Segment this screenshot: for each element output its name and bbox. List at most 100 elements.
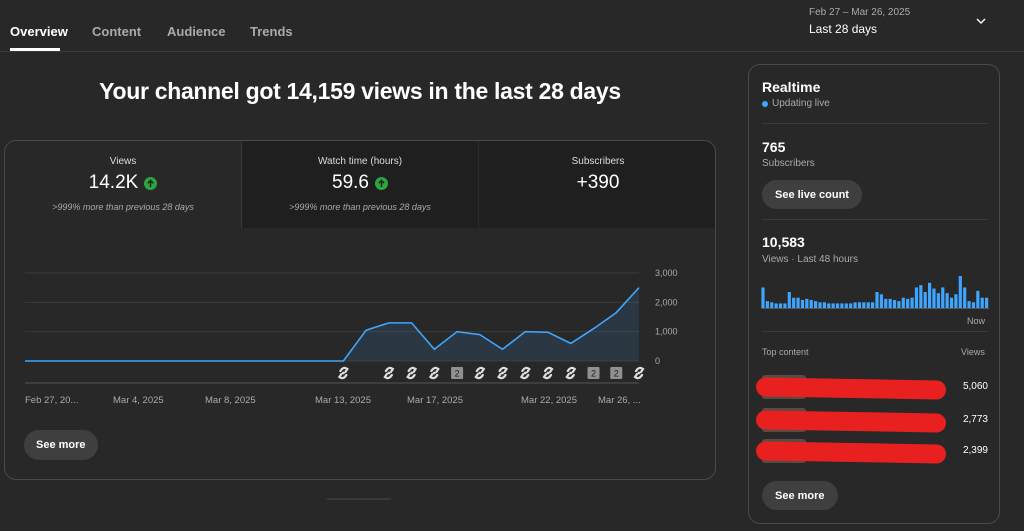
realtime-bar[interactable] — [919, 285, 923, 308]
data-point[interactable] — [274, 360, 276, 362]
metric-tab-views[interactable]: Views 14.2K >999% more than previous 28 … — [5, 141, 242, 228]
data-point[interactable] — [92, 360, 94, 362]
realtime-bar[interactable] — [835, 303, 840, 308]
shorts-icon[interactable] — [542, 366, 554, 380]
realtime-bar[interactable] — [932, 288, 936, 308]
realtime-bar[interactable] — [923, 292, 927, 308]
data-point[interactable] — [433, 348, 435, 350]
data-point[interactable] — [410, 322, 412, 324]
data-point[interactable] — [319, 360, 321, 362]
realtime-bar[interactable] — [866, 302, 870, 308]
see-more-button[interactable]: See more — [24, 430, 98, 460]
shorts-icon[interactable] — [565, 366, 577, 380]
tab-content[interactable]: Content — [92, 24, 142, 39]
data-point[interactable] — [547, 331, 549, 333]
realtime-bar[interactable] — [976, 290, 980, 308]
realtime-bar[interactable] — [840, 303, 844, 308]
realtime-bar[interactable] — [906, 298, 910, 308]
realtime-bar[interactable] — [853, 302, 857, 308]
realtime-bar[interactable] — [787, 292, 791, 308]
realtime-bar[interactable] — [963, 287, 967, 308]
realtime-bar[interactable] — [875, 292, 879, 308]
data-point[interactable] — [251, 360, 253, 362]
realtime-bar[interactable] — [941, 287, 945, 308]
realtime-bar[interactable] — [879, 294, 883, 308]
data-point[interactable] — [592, 328, 594, 330]
realtime-bar[interactable] — [871, 302, 875, 308]
shorts-icon[interactable] — [406, 366, 418, 380]
metric-tab-watch-time[interactable]: Watch time (hours) 59.6 >999% more than … — [242, 141, 479, 228]
data-point[interactable] — [615, 311, 617, 313]
realtime-bar[interactable] — [783, 303, 787, 308]
realtime-bar[interactable] — [985, 297, 989, 308]
realtime-bar[interactable] — [892, 300, 897, 308]
top-content-row[interactable]: 5,060 — [755, 375, 988, 400]
metric-tab-subscribers[interactable]: Subscribers +390 — [479, 141, 715, 228]
shorts-icon[interactable] — [428, 366, 440, 380]
date-period-label[interactable]: Last 28 days — [809, 22, 878, 36]
top-content-row[interactable]: 2,399 — [755, 439, 988, 464]
data-point[interactable] — [183, 360, 185, 362]
video-count-badge[interactable] — [587, 367, 600, 379]
video-count-badge[interactable] — [610, 367, 623, 379]
realtime-bar[interactable] — [936, 293, 940, 308]
realtime-bar[interactable] — [901, 297, 905, 308]
data-point[interactable] — [479, 333, 481, 335]
data-point[interactable] — [570, 342, 572, 344]
realtime-bar[interactable] — [958, 276, 962, 308]
tab-overview[interactable]: Overview — [10, 24, 68, 39]
realtime-bar[interactable] — [831, 303, 835, 308]
realtime-bar[interactable] — [849, 303, 853, 308]
data-point[interactable] — [297, 360, 299, 362]
tab-audience[interactable]: Audience — [167, 24, 226, 39]
realtime-bar[interactable] — [949, 297, 954, 308]
realtime-see-more-button[interactable]: See more — [762, 481, 838, 510]
shorts-icon[interactable] — [337, 366, 349, 380]
data-point[interactable] — [638, 286, 640, 288]
realtime-bar[interactable] — [800, 300, 805, 308]
data-point[interactable] — [342, 360, 344, 362]
data-point[interactable] — [388, 322, 390, 324]
realtime-bar[interactable] — [778, 303, 783, 308]
realtime-bar[interactable] — [897, 301, 901, 308]
data-point[interactable] — [138, 360, 140, 362]
shorts-icon[interactable] — [474, 366, 486, 380]
realtime-bar[interactable] — [818, 302, 822, 308]
realtime-bar[interactable] — [827, 303, 831, 308]
video-count-badge[interactable] — [451, 367, 464, 379]
realtime-bar[interactable] — [954, 294, 958, 308]
data-point[interactable] — [228, 360, 230, 362]
data-point[interactable] — [69, 360, 71, 362]
realtime-bar[interactable] — [928, 282, 932, 308]
realtime-bar[interactable] — [792, 297, 796, 308]
data-point[interactable] — [160, 360, 162, 362]
realtime-bar[interactable] — [967, 301, 971, 308]
realtime-bar[interactable] — [945, 293, 949, 308]
data-point[interactable] — [47, 360, 49, 362]
realtime-bar[interactable] — [862, 302, 866, 308]
data-point[interactable] — [24, 360, 26, 362]
realtime-bar[interactable] — [844, 303, 848, 308]
shorts-icon[interactable] — [497, 366, 509, 380]
chevron-down-icon[interactable] — [974, 14, 988, 28]
realtime-bar[interactable] — [774, 303, 778, 308]
realtime-bar[interactable] — [980, 297, 984, 308]
data-point[interactable] — [365, 329, 367, 331]
realtime-bar[interactable] — [857, 302, 862, 308]
data-point[interactable] — [206, 360, 208, 362]
realtime-bar[interactable] — [796, 297, 800, 308]
shorts-icon[interactable] — [633, 366, 645, 380]
realtime-bar[interactable] — [805, 298, 809, 308]
realtime-bar[interactable] — [814, 301, 818, 308]
realtime-bar[interactable] — [910, 297, 914, 308]
realtime-bar[interactable] — [888, 298, 892, 308]
shorts-icon[interactable] — [383, 366, 395, 380]
realtime-bar[interactable] — [822, 302, 826, 308]
see-live-count-button[interactable]: See live count — [762, 180, 862, 209]
data-point[interactable] — [524, 330, 526, 332]
data-point[interactable] — [501, 348, 503, 350]
realtime-bar[interactable] — [809, 300, 813, 308]
realtime-bar[interactable] — [971, 302, 976, 308]
realtime-bar[interactable] — [914, 287, 919, 308]
realtime-bar[interactable] — [765, 301, 769, 308]
